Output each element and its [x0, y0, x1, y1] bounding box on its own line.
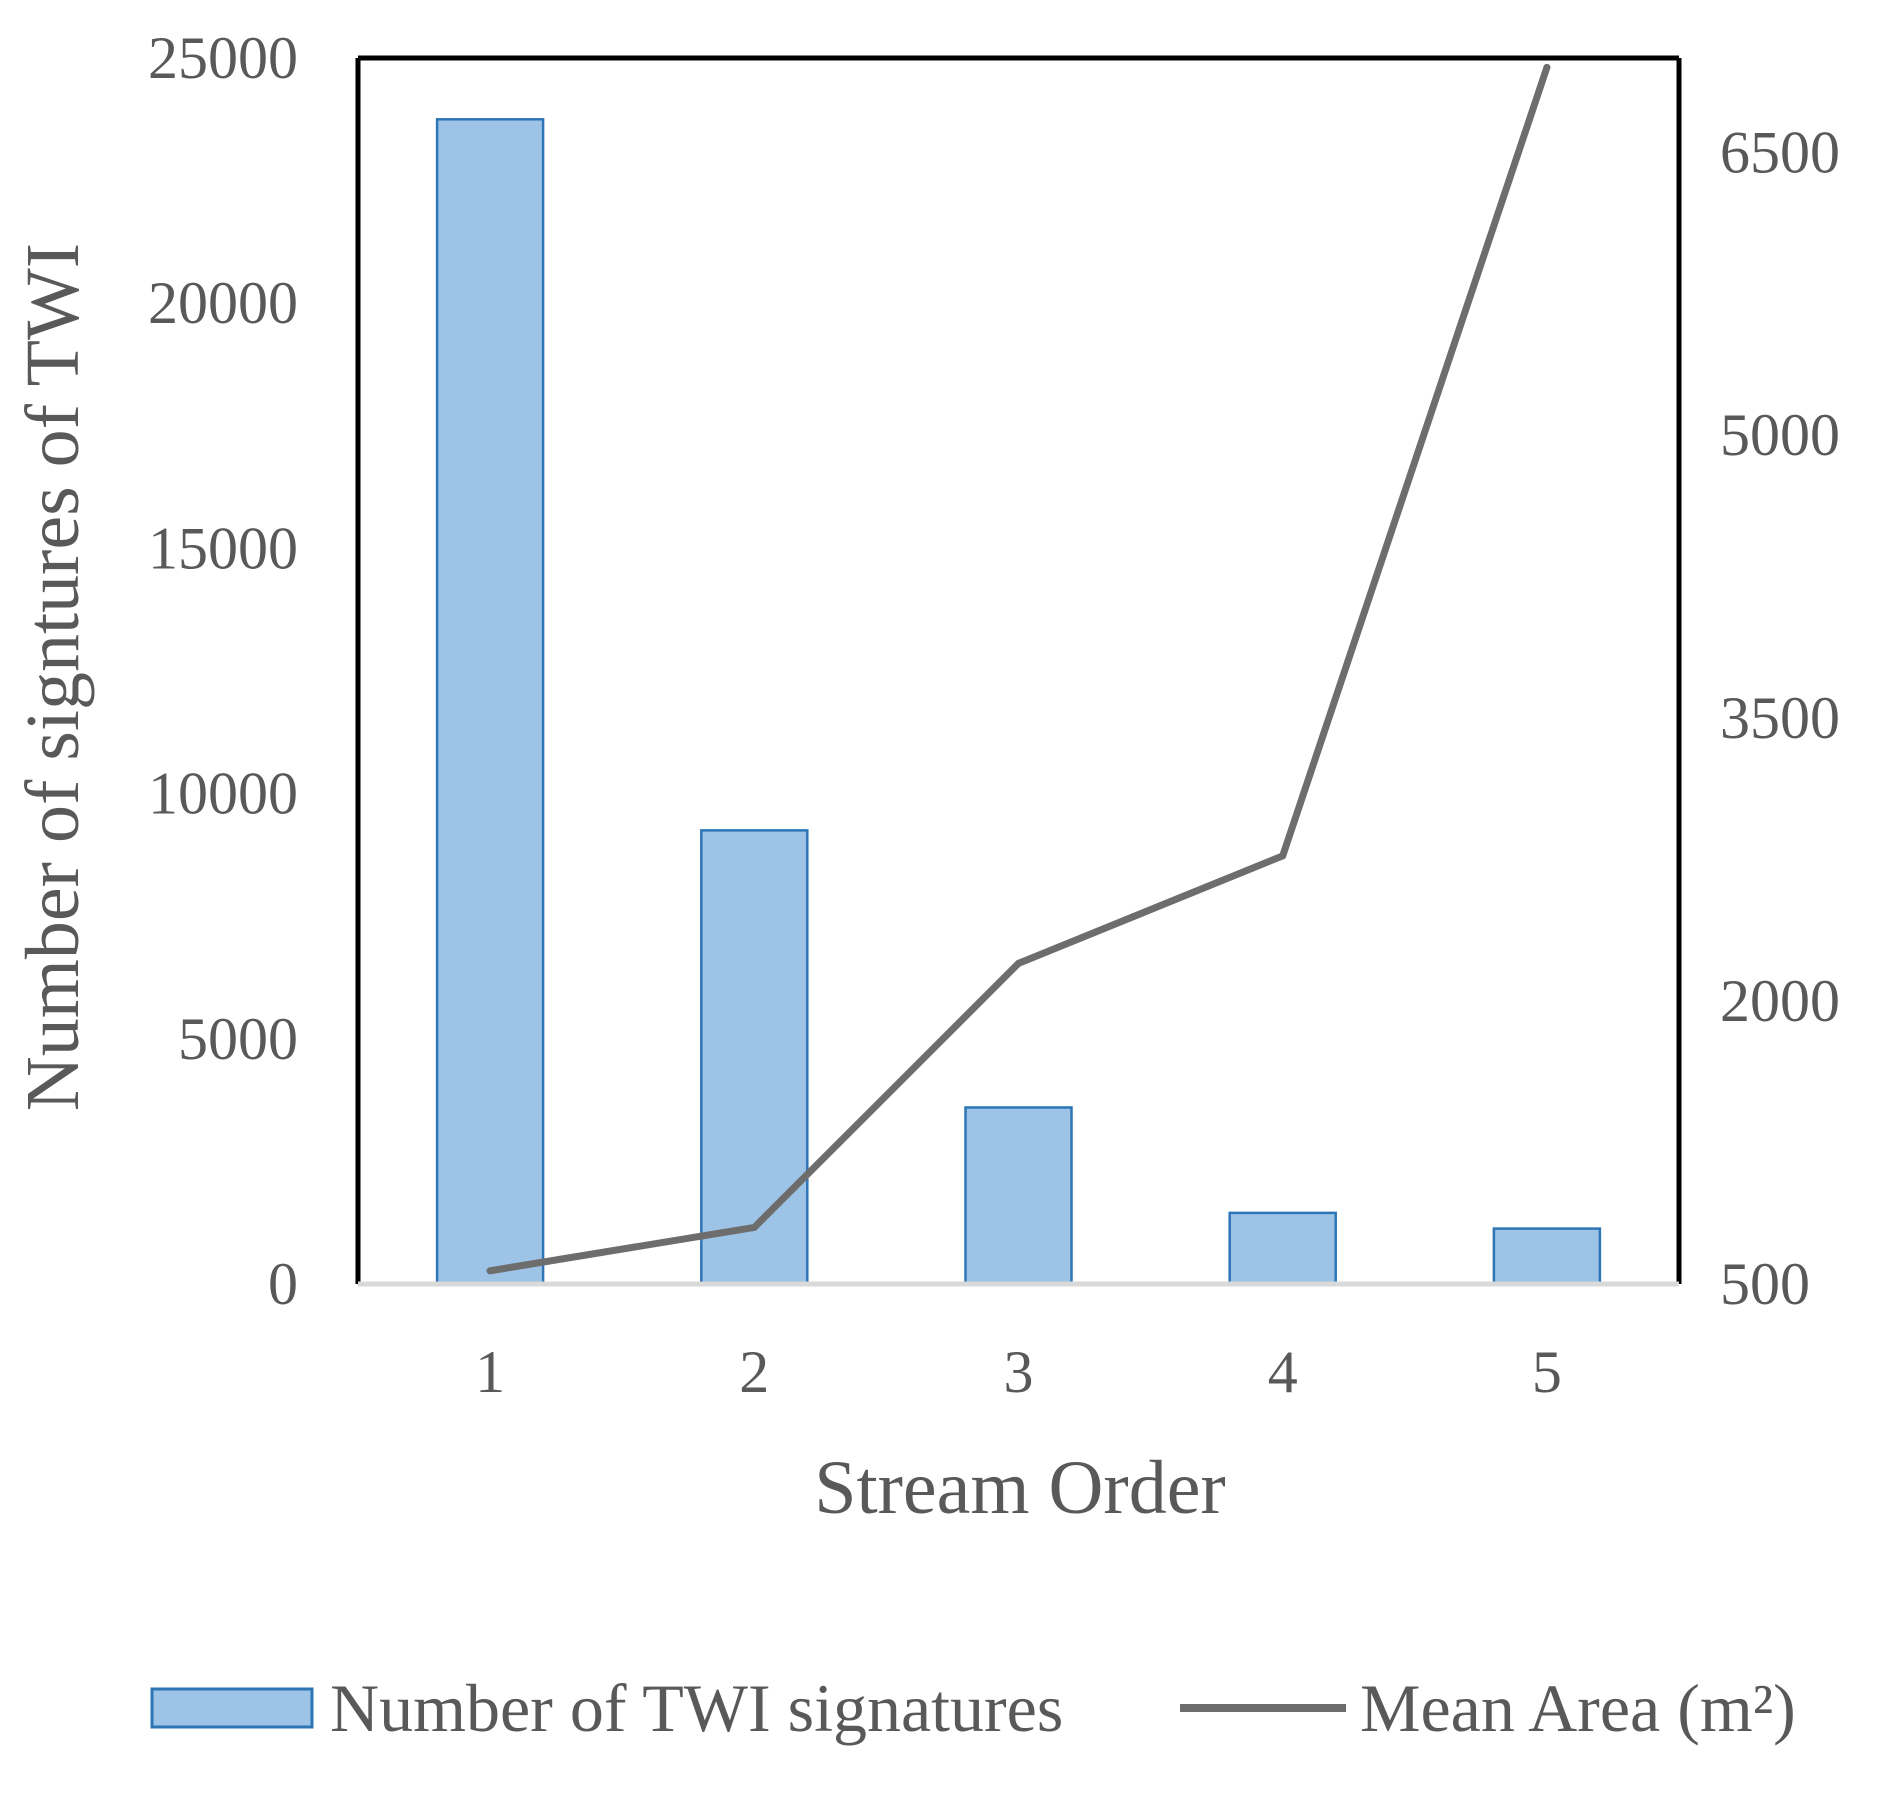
bar-stream-order-2	[700, 829, 809, 1286]
y-left-tick-label: 15000	[148, 515, 298, 581]
y-left-tick-label: 20000	[148, 270, 298, 336]
mean-area-point-3	[1015, 959, 1022, 967]
mean-area-line	[486, 63, 1551, 1275]
bar-stream-order-4	[1228, 1211, 1337, 1286]
y-left-tick-label: 25000	[148, 25, 298, 91]
mean-area-point-5	[1543, 63, 1551, 71]
bar-stream-order-5	[1492, 1227, 1602, 1286]
y-right-tick-label: 500	[1720, 1251, 1810, 1317]
mean-area-point-2	[750, 1223, 758, 1231]
y-left-tick-label: 0	[268, 1251, 298, 1317]
bars-layer	[435, 118, 1602, 1286]
x-tick-label: 3	[1004, 1339, 1034, 1405]
x-tick-label: 5	[1532, 1339, 1562, 1405]
legend-bar-label: Number of TWI signatures	[330, 1670, 1063, 1746]
legend-bar-swatch	[150, 1687, 314, 1729]
y-right-tick-label: 2000	[1720, 968, 1840, 1034]
x-tick-label: 1	[475, 1339, 505, 1405]
y-right-tick-label: 3500	[1720, 685, 1840, 751]
mean-area-point-1	[486, 1267, 494, 1275]
y-right-tick-label: 5000	[1720, 402, 1840, 468]
y-axis-title: Number of signtures of TWI	[11, 243, 95, 1111]
bar-stream-order-1	[435, 118, 545, 1286]
x-axis-title: Stream Order	[814, 1446, 1226, 1530]
bar-stream-order-3	[964, 1106, 1073, 1286]
axes-layer	[355, 55, 1682, 1287]
legend: Number of TWI signatures Mean Area (m²)	[150, 1670, 1796, 1746]
mean-area-point-4	[1279, 852, 1287, 860]
x-tick-label: 4	[1268, 1339, 1298, 1405]
x-tick-label: 2	[739, 1339, 769, 1405]
y-left-tick-label: 5000	[178, 1006, 298, 1072]
y-right-tick-label: 6500	[1720, 119, 1840, 185]
ticks-layer: 0 5000 10000 15000 20000 25000 500 2000 3500 5000…	[148, 25, 1840, 1405]
y-left-tick-label: 10000	[148, 761, 298, 827]
legend-line-label: Mean Area (m²)	[1360, 1670, 1796, 1746]
line-layer	[486, 63, 1551, 1275]
